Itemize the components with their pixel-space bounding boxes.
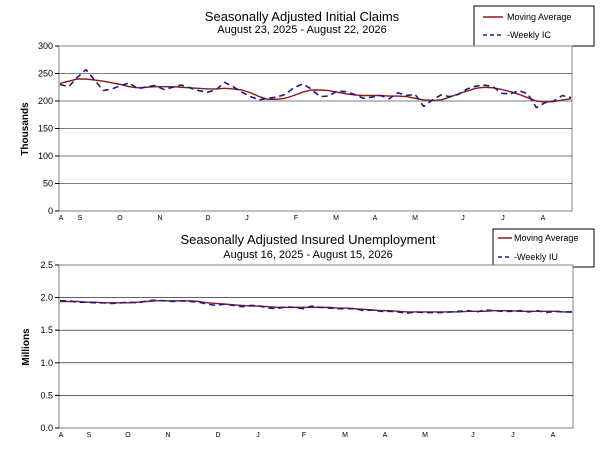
chart1-series-weekly	[59, 68, 572, 109]
chart2-ytick-label: 2.0	[40, 293, 53, 303]
chart2-xtick-label: A	[383, 432, 388, 439]
chart2-ylabel: Millions	[21, 328, 32, 366]
chart1-xtick-label: J	[461, 215, 465, 222]
chart1-xtick-label: D	[205, 215, 210, 222]
chart1-xtick-label: F	[294, 215, 298, 222]
chart1-ytick-label: 250	[38, 69, 53, 79]
chart1-ytick-label: 300	[38, 41, 53, 51]
chart1-ytick-label: 50	[43, 179, 53, 189]
chart1-xtick-label: M	[333, 215, 339, 222]
chart1-xtick-label: A	[373, 215, 378, 222]
chart2-xtick-label: J	[471, 432, 475, 439]
chart2-xtick-label: F	[302, 432, 306, 439]
chart2-xtick-label: S	[87, 432, 92, 439]
chart2-ytick-label: 1.5	[40, 325, 53, 335]
chart2-subtitle: August 16, 2025 - August 15, 2026	[223, 249, 392, 261]
chart1-xtick-label: N	[157, 215, 162, 222]
chart2-legend-label-ma: Moving Average	[514, 233, 578, 243]
chart2-ytick-label: 2.5	[40, 260, 53, 270]
chart1-legend-label-weekly: -Weekly IC	[507, 30, 551, 40]
chart2-xtick-label: J	[256, 432, 260, 439]
chart1-xtick-label: O	[117, 215, 123, 222]
chart1-ytick-label: 0	[48, 206, 53, 216]
chart2-ytick-label: 1.0	[40, 358, 53, 368]
chart2-xtick-label: J	[511, 432, 515, 439]
chart1-ytick-label: 150	[38, 124, 53, 134]
chart1-ylabel: Thousands	[20, 102, 31, 156]
chart1-legend: Moving Average -Weekly IC	[473, 5, 595, 47]
chart1-xtick-label: A	[541, 215, 546, 222]
chart1-xtick-label: S	[78, 215, 83, 222]
chart2-legend: Moving Average -Weekly IU	[492, 228, 595, 268]
chart1-xtick-label: A	[59, 215, 64, 222]
chart2-plot-area	[58, 264, 574, 429]
chart2-xtick-label: A	[59, 432, 64, 439]
chart1-xtick-label: J	[245, 215, 249, 222]
chart2-xtick-label: D	[215, 432, 220, 439]
chart2-title: Seasonally Adjusted Insured Unemployment	[180, 232, 435, 247]
chart2-legend-box	[492, 228, 595, 268]
chart2-xtick-label: M	[422, 432, 428, 439]
chart1-legend-label-ma: Moving Average	[507, 12, 571, 22]
chart2-ytick-label: 0.0	[40, 423, 53, 433]
chart2-xtick-label: M	[342, 432, 348, 439]
chart1-subtitle: August 23, 2025 - August 22, 2026	[217, 24, 386, 36]
chart2-ytick-label: 0.5	[40, 390, 53, 400]
chart1-xtick-label: M	[412, 215, 418, 222]
chart1-ytick-label: 100	[38, 151, 53, 161]
chart1-title: Seasonally Adjusted Initial Claims	[205, 9, 400, 24]
chart2-xtick-label: N	[165, 432, 170, 439]
chart2-xtick-label: A	[551, 432, 556, 439]
chart1-ytick-label: 200	[38, 96, 53, 106]
chart2-legend-label-weekly: -Weekly IU	[514, 252, 558, 262]
chart1-legend-box	[473, 5, 595, 47]
chart2-plot: 0.0 0.5 1.0 1.5 2.0 2.5 A S O N D J F M A M J J A	[40, 260, 574, 439]
chart2-xtick-label: O	[125, 432, 131, 439]
chart1-plot: 0 50 100 150 200 250 300 A S O N D J F M A M J J A	[38, 41, 573, 222]
chart2-series-weekly	[60, 299, 572, 315]
chart1-xtick-label: J	[501, 215, 505, 222]
